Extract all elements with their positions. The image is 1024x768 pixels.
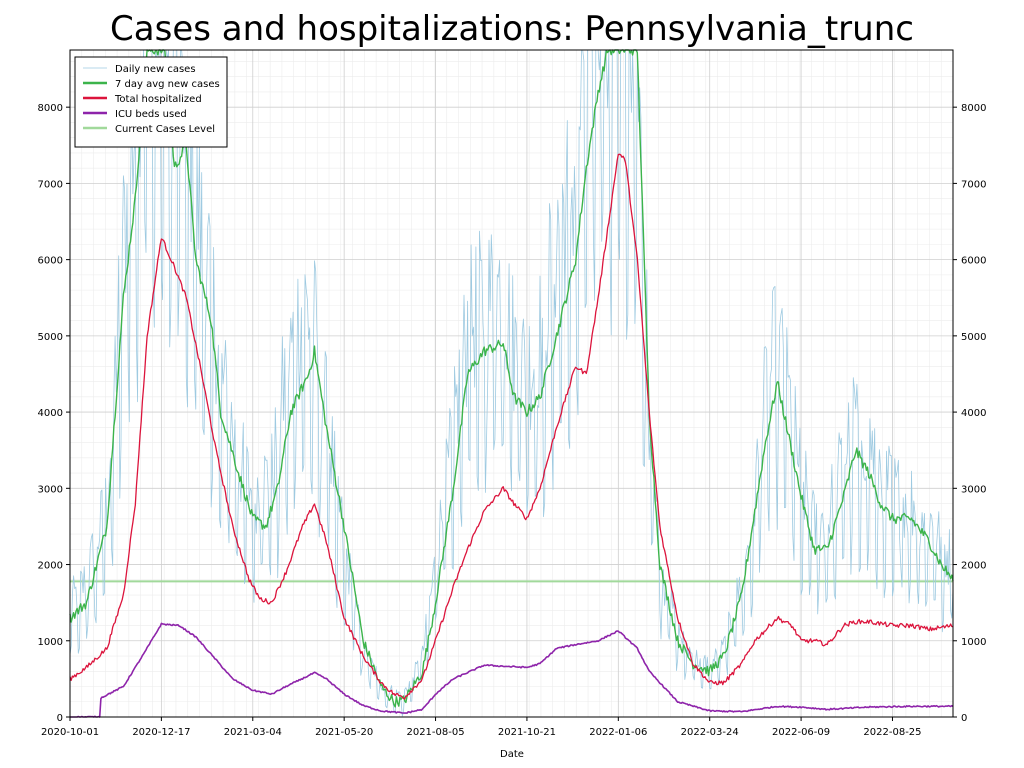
x-tick-label: 2020-10-01 [41, 727, 99, 738]
y-tick-label-left: 6000 [38, 256, 63, 267]
y-tick-label-left: 1000 [38, 637, 63, 648]
y-tick-label-left: 8000 [38, 103, 63, 114]
x-tick-label: 2021-05-20 [315, 727, 373, 738]
y-tick-label-right: 0 [961, 713, 967, 724]
x-tick-label: 2020-12-17 [132, 727, 190, 738]
y-tick-label-right: 7000 [961, 179, 986, 190]
y-tick-label-right: 6000 [961, 256, 986, 267]
legend-box [74, 56, 228, 148]
plot-frame [69, 49, 954, 718]
legend-entry: Daily new cases [115, 64, 196, 75]
y-tick-label-right: 8000 [961, 103, 986, 114]
x-tick-label: 2022-08-25 [863, 727, 921, 738]
legend-entry: 7 day avg new cases [115, 79, 220, 90]
x-tick-label: 2021-10-21 [498, 727, 556, 738]
y-tick-label-right: 1000 [961, 637, 986, 648]
plot-area: 2020-10-01 2020-12-17 2021-03-04 2021-05-20… [38, 49, 987, 738]
series-total-hospitalized [69, 153, 954, 700]
y-tick-label-left: 5000 [38, 332, 63, 343]
series-layer [69, 49, 954, 718]
x-tick-label: 2021-08-05 [406, 727, 464, 738]
y-tick-label-right: 3000 [961, 484, 986, 495]
y-tick-label-right: 5000 [961, 332, 986, 343]
x-tick-label: 2021-03-04 [224, 727, 282, 738]
x-axis-label: Date [500, 749, 524, 760]
series-7-day-avg [69, 49, 954, 708]
tick-layer: 2020-10-01 2020-12-17 2021-03-04 2021-05-20… [38, 103, 987, 738]
x-tick-label: 2022-06-09 [772, 727, 830, 738]
y-tick-label-left: 2000 [38, 561, 63, 572]
legend-entry: ICU beds used [115, 109, 187, 120]
y-tick-label-right: 2000 [961, 561, 986, 572]
series-icu-beds-used [70, 622, 954, 718]
y-tick-label-left: 7000 [38, 179, 63, 190]
chart-title: Cases and hospitalizations: Pennsylvania… [110, 9, 914, 49]
legend-entry: Total hospitalized [114, 94, 202, 105]
legend: Daily new cases 7 day avg new cases Total … [74, 56, 228, 148]
y-tick-label-right: 4000 [961, 408, 986, 419]
y-tick-label-left: 4000 [38, 408, 63, 419]
x-tick-label: 2022-01-06 [589, 727, 647, 738]
x-tick-label: 2022-03-24 [681, 727, 739, 738]
y-tick-label-left: 0 [57, 713, 63, 724]
y-tick-label-left: 3000 [38, 484, 63, 495]
legend-entry: Current Cases Level [115, 124, 215, 135]
